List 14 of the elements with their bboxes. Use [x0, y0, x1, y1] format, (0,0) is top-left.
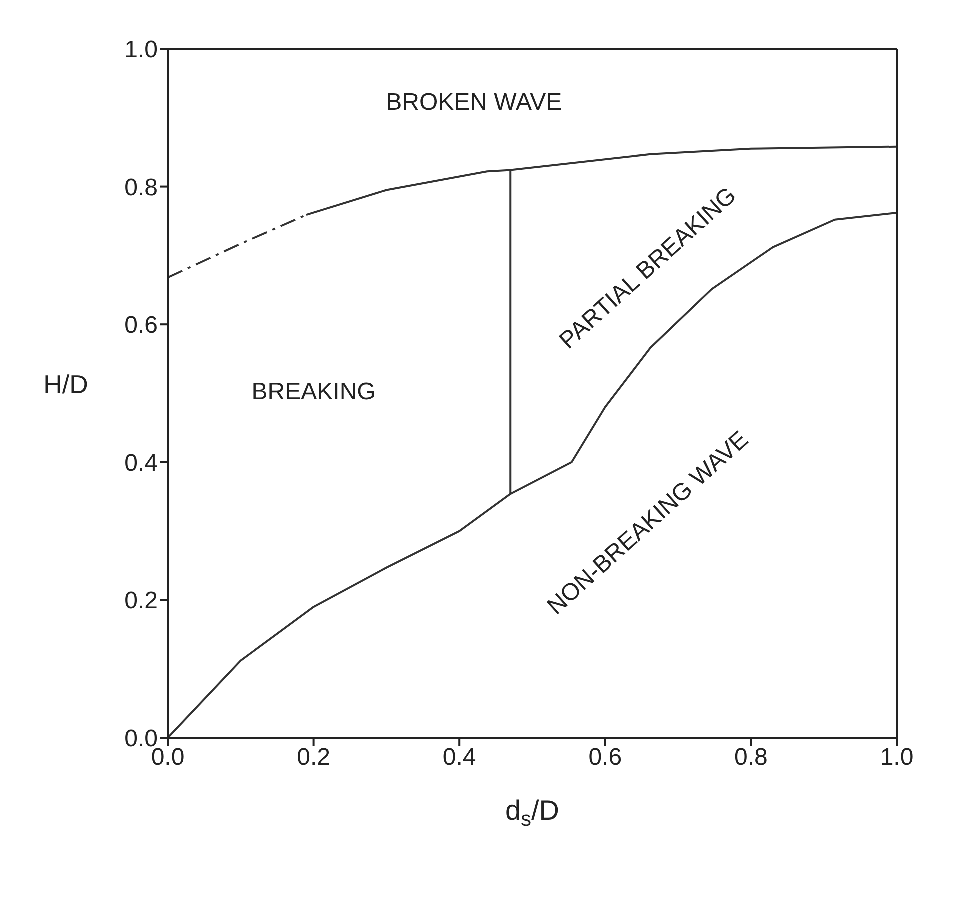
annotation: BROKEN WAVE: [386, 89, 562, 116]
y-tick-label: 1.0: [124, 36, 158, 64]
annotation: BREAKING: [252, 378, 376, 406]
x-tick-label: 0.4: [442, 744, 476, 772]
x-axis-title: d$_{s}$/D: [505, 795, 560, 832]
x-tick-label: 0.8: [734, 744, 768, 772]
x-tick-label: 0.6: [588, 744, 622, 772]
y-tick-label: 0.2: [124, 588, 158, 615]
y-axis-title: H/D: [44, 370, 88, 400]
y-tick-label: 0.8: [124, 174, 158, 202]
y-tick-label: 0.6: [124, 312, 158, 340]
y-tick-label: 0.4: [124, 450, 158, 477]
x-tick-label: 0.2: [297, 744, 330, 772]
x-tick-label: 1.0: [880, 744, 914, 772]
